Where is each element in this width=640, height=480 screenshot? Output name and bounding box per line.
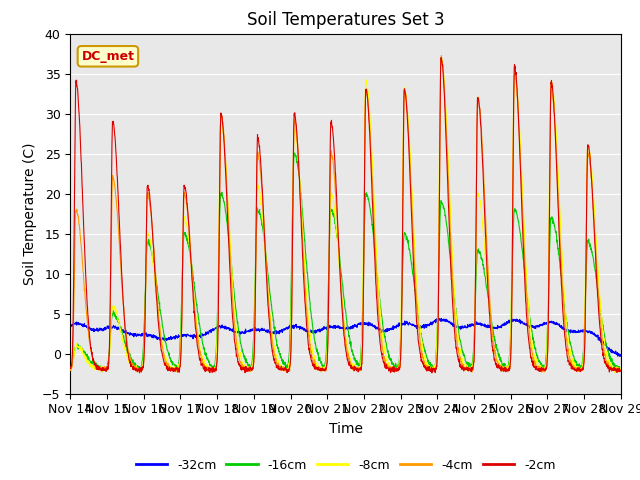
Y-axis label: Soil Temperature (C): Soil Temperature (C) [22,143,36,285]
Title: Soil Temperatures Set 3: Soil Temperatures Set 3 [247,11,444,29]
Text: DC_met: DC_met [81,50,134,63]
X-axis label: Time: Time [328,422,363,436]
Legend: -32cm, -16cm, -8cm, -4cm, -2cm: -32cm, -16cm, -8cm, -4cm, -2cm [131,454,561,477]
